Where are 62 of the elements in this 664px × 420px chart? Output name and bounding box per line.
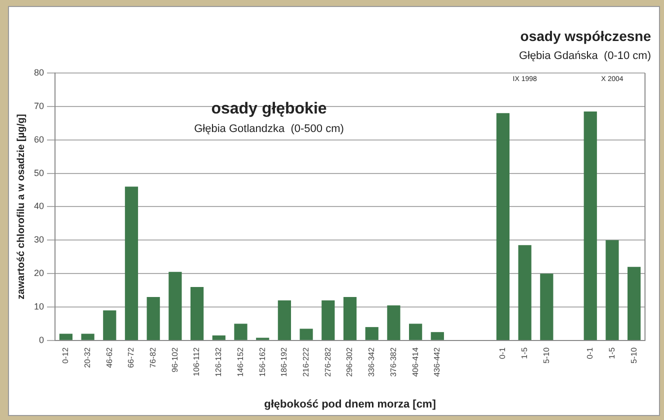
bar [387,305,400,340]
x-tick-label: 376-382 [388,346,398,377]
bar [430,332,444,340]
text: Głębia Gdańska (0-10 cm) [518,50,651,62]
bar [606,240,619,340]
bar [168,272,182,340]
x-tick-label: 186-192 [280,346,289,377]
bar [103,310,116,340]
bar [190,286,204,340]
y-tick-label: 30 [34,234,44,245]
bar [409,324,422,340]
x-tick-label: 436-442 [432,346,442,377]
x-axis-title: głębokość pod dnem morza [cm] [264,398,436,410]
x-tick-label: 96-102 [170,346,180,372]
x-tick-label: 296-302 [345,346,354,377]
bar [234,324,248,340]
x-tick-label: 336-342 [367,346,376,377]
y-tick-label: 70 [34,100,44,111]
x-tick-label: 66-72 [126,346,136,368]
y-tick-label: 80 [34,67,44,78]
y-tick-label: 20 [34,268,44,278]
y-tick-label: 0 [38,334,44,345]
x-tick-label: 406-414 [410,346,420,377]
y-tick-label: 40 [34,201,44,212]
text: osady współczesne [520,28,652,44]
bar [540,274,554,340]
bar [365,327,378,340]
bar [278,300,292,340]
bar [300,328,313,340]
x-tick-label: 0-1 [498,346,508,360]
x-tick-label: 5-10 [542,346,551,364]
bar [584,111,597,340]
y-tick-label: 10 [34,301,44,312]
x-tick-label: 216-222 [302,346,311,377]
x-tick-label: 5-10 [629,346,638,364]
annotation: Głębia Gotlandzka (0-500 cm) [194,123,344,136]
x-tick-label: 0-12 [61,346,70,364]
annotation: osady głębokie [211,100,327,118]
x-tick-label: 76-82 [148,346,158,368]
bar [146,296,160,340]
bar [496,113,510,340]
y-tick-label: 60 [34,134,44,144]
bar [124,186,138,340]
bar [59,334,72,340]
bar [322,300,335,340]
x-tick-label: 46-62 [104,346,114,368]
x-tick-label: 20-32 [82,346,92,368]
x-tick-label: 106-112 [192,346,202,376]
x-tick-label: 156-162 [258,346,267,377]
bar [628,266,641,340]
x-tick-label: 1-5 [520,346,530,360]
x-tick-label: 146-152 [236,346,245,377]
x-tick-label: 0-1 [586,346,595,360]
y-axis-title: zawartość chlorofilu a w osadzie [µg/g] [16,114,27,300]
bar [81,334,94,340]
x-tick-label: 1-5 [607,346,616,360]
x-tick-label: 276-282 [323,346,332,377]
y-tick-label: 50 [34,168,44,178]
x-tick-label: 126-132 [214,346,224,377]
bar [343,296,357,340]
bar [212,335,226,340]
bar [518,245,532,340]
